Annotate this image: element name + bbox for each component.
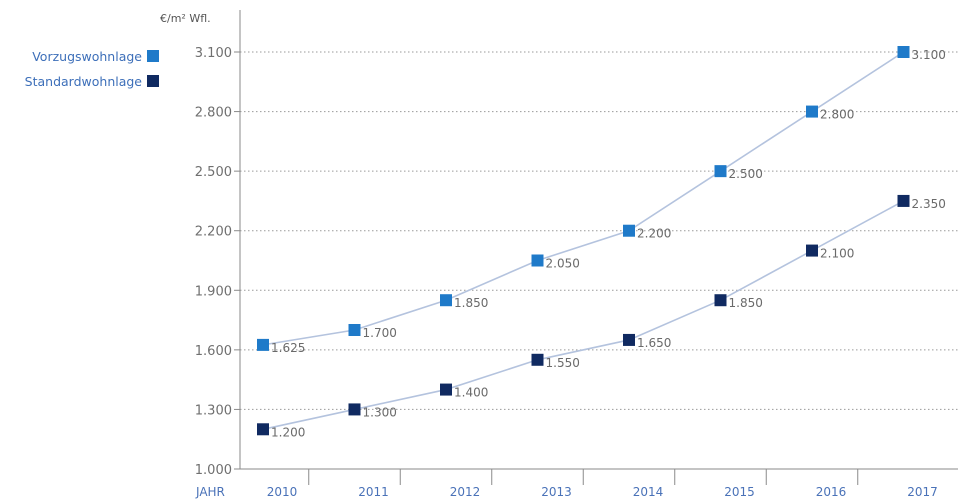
data-label: 1.400	[454, 386, 488, 400]
data-markers	[257, 46, 910, 436]
y-tick-label: 1.600	[195, 344, 232, 359]
data-point	[257, 423, 269, 436]
grid-lines	[240, 51, 958, 410]
y-axis-unit-label: €/m² Wfl.	[160, 12, 211, 25]
legend-label: Vorzugswohnlage	[32, 49, 142, 64]
data-label: 1.625	[271, 341, 305, 355]
data-label: 1.650	[637, 336, 671, 350]
y-tick-label: 2.200	[195, 225, 232, 240]
data-labels: 1.625 1.700 1.850 2.050 2.200 2.500 2.800 3.100…	[271, 48, 946, 439]
data-label: 2.350	[912, 197, 946, 211]
data-point	[440, 383, 452, 396]
legend-swatch	[147, 75, 159, 87]
data-point	[806, 105, 818, 118]
data-point	[714, 165, 727, 178]
y-tick-label: 2.800	[195, 106, 232, 121]
data-point	[897, 46, 910, 58]
legend-swatch	[147, 50, 159, 62]
data-point	[531, 353, 544, 366]
data-point	[806, 244, 818, 257]
series-line	[262, 51, 904, 346]
legend-label: Standardwohnlage	[25, 74, 143, 89]
data-label: 1.200	[271, 425, 305, 439]
series-line	[262, 200, 904, 431]
data-point	[257, 338, 269, 351]
data-point	[714, 294, 727, 307]
axes: 1.000 1.300 1.600 1.900 2.200 2.500 2.800 3.100…	[195, 10, 958, 499]
data-label: 2.050	[546, 257, 580, 271]
data-label: 1.300	[363, 405, 397, 419]
x-tick-label: 2015	[724, 485, 755, 499]
data-label: 3.100	[912, 48, 946, 62]
data-point	[623, 333, 635, 346]
x-tick-label: 2011	[358, 485, 389, 499]
data-point	[623, 224, 635, 237]
y-tick-label: 1.000	[195, 463, 232, 478]
data-label: 1.850	[729, 296, 763, 310]
data-point	[348, 324, 361, 336]
y-tick-label: 1.300	[195, 403, 232, 418]
x-axis-title: JAHR	[195, 485, 225, 499]
y-tick-label: 1.900	[195, 284, 232, 299]
y-tick-label: 2.500	[195, 165, 232, 180]
data-label: 2.200	[637, 227, 671, 241]
y-tick-label: 3.100	[195, 46, 232, 61]
x-tick-label: 2014	[633, 485, 664, 499]
data-point	[348, 403, 361, 416]
x-tick-label: 2017	[907, 485, 938, 499]
data-label: 1.850	[454, 296, 488, 310]
data-label: 2.100	[820, 247, 854, 261]
data-label: 2.500	[729, 167, 763, 181]
series-lines	[262, 51, 904, 431]
data-point	[531, 254, 544, 267]
x-tick-label: 2016	[816, 485, 847, 499]
legend: Vorzugswohnlage Standardwohnlage	[25, 49, 159, 89]
data-label: 1.700	[363, 326, 397, 340]
data-point	[440, 294, 452, 307]
x-tick-label: 2010	[267, 485, 298, 499]
x-tick-label: 2012	[450, 485, 481, 499]
data-label: 1.550	[546, 356, 580, 370]
x-tick-label: 2013	[541, 485, 572, 499]
data-point	[897, 194, 910, 207]
data-label: 2.800	[820, 108, 854, 122]
